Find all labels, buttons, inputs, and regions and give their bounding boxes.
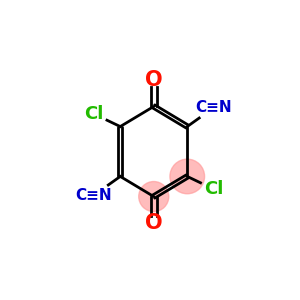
Text: Cl: Cl <box>204 180 224 198</box>
Text: O: O <box>145 70 163 90</box>
Circle shape <box>139 182 169 212</box>
Text: O: O <box>145 213 163 233</box>
Text: C≡N: C≡N <box>75 188 112 203</box>
Circle shape <box>170 159 205 194</box>
Text: Cl: Cl <box>84 105 104 123</box>
Text: C≡N: C≡N <box>196 100 232 115</box>
